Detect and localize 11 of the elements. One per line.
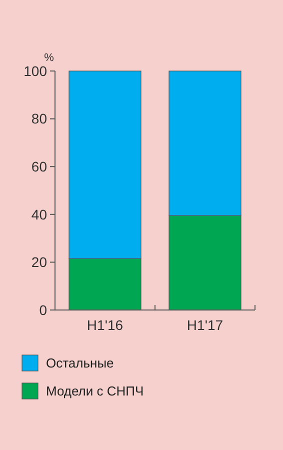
y-tick-label: 40 xyxy=(31,206,48,222)
y-tick-label: 80 xyxy=(31,110,48,127)
y-axis-title: % xyxy=(44,52,54,64)
y-tick-label: 0 xyxy=(39,302,48,318)
x-tick-label: H1'16 xyxy=(86,317,124,333)
y-tick-label: 20 xyxy=(31,254,48,270)
x-tick-label: H1'17 xyxy=(186,317,224,333)
legend-label: Модели с СНПЧ xyxy=(46,384,144,399)
y-tick-label: 60 xyxy=(31,158,48,174)
y-tick-label: 100 xyxy=(24,62,48,79)
legend-label: Остальные xyxy=(46,356,114,371)
